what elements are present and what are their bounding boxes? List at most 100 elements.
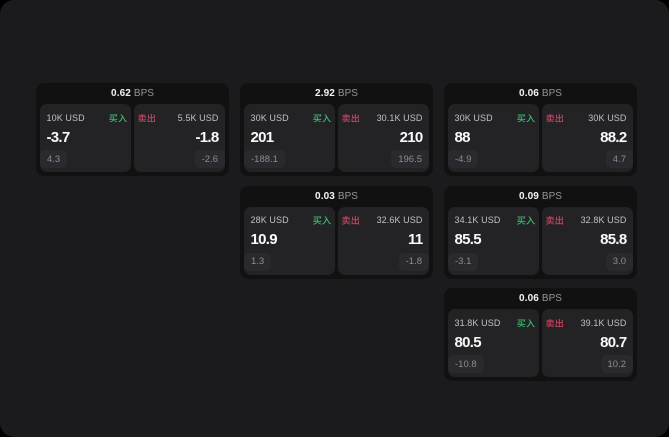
buy-delta-row: -10.8 [447, 355, 532, 374]
sell-quote-tile[interactable]: 卖出 32.6K USD 11 -1.8 [338, 206, 430, 275]
spread-unit: BPS [337, 190, 358, 202]
quote-card[interactable]: 0.62 BPS 10K USD 买入 -3.7 4.3 [36, 82, 230, 176]
sell-price: 80.7 [600, 333, 627, 351]
card-header: 2.92 BPS [240, 83, 433, 104]
buy-quote-tile[interactable]: 31.8K USD 买入 80.5 -10.8 [447, 309, 539, 378]
buy-price: 10.9 [250, 230, 277, 248]
card-header: 0.62 BPS [36, 83, 229, 104]
buy-price: 80.5 [454, 333, 481, 351]
buy-quote-tile[interactable]: 30K USD 买入 201 -188.1 [244, 103, 335, 173]
sell-delta-chip: 10.2 [600, 355, 633, 374]
sell-price: -1.8 [195, 128, 219, 146]
sell-tile-top: 卖出 39.1K USD [545, 316, 627, 329]
sell-delta-chip: -2.6 [194, 149, 226, 168]
buy-delta-row: 4.3 [40, 149, 125, 168]
quote-panels: 30K USD 买入 201 -188.1 卖出 30. [244, 103, 430, 173]
spread-value: 0.62 [111, 87, 131, 99]
card-header: 0.09 BPS [444, 186, 637, 207]
buy-tag-glyph [109, 113, 128, 123]
spread-value: 0.03 [315, 190, 335, 202]
sell-tile-top: 卖出 30.1K USD [341, 111, 423, 124]
sell-tag-icon: 卖出 [137, 113, 155, 123]
quote-card[interactable]: 0.06 BPS 30K USD 买入 88 -4.9 [444, 83, 638, 177]
sell-tag-icon: 卖出 [545, 216, 563, 225]
buy-price: 88 [454, 128, 470, 146]
sell-tag-icon: 卖出 [545, 113, 563, 123]
buy-delta-chip: -3.1 [447, 252, 479, 271]
sell-delta-row: 4.7 [549, 150, 634, 169]
sell-price: 85.8 [600, 231, 627, 249]
sell-delta-chip: 196.5 [391, 150, 430, 169]
sell-delta-row: 3.0 [549, 252, 633, 271]
card-header: 0.06 BPS [444, 83, 637, 104]
sell-tile-top: 卖出 30K USD [545, 111, 627, 124]
sell-quote-tile[interactable]: 卖出 5.5K USD -1.8 -2.6 [134, 103, 226, 172]
buy-tile-top: 30K USD 买入 [455, 111, 536, 124]
buy-delta-chip: 4.3 [40, 149, 68, 168]
sell-tag-glyph [341, 216, 359, 225]
sell-delta-chip: -1.8 [398, 252, 429, 271]
buy-price: 85.5 [454, 231, 481, 249]
buy-amount: 28K USD [250, 214, 289, 225]
card-header: 0.03 BPS [240, 185, 433, 206]
buy-tag-glyph [517, 113, 536, 123]
buy-delta-chip: -10.8 [447, 355, 484, 374]
buy-quote-tile[interactable]: 34.1K USD 买入 85.5 -3.1 [447, 206, 539, 275]
buy-delta-row: 1.3 [243, 252, 328, 271]
buy-tile-top: 34.1K USD 买入 [454, 214, 536, 227]
quote-card[interactable]: 0.06 BPS 31.8K USD 买入 80.5 -10.8 [443, 288, 637, 382]
sell-price: 210 [399, 128, 423, 146]
sell-delta-row: -2.6 [141, 149, 226, 168]
quote-card[interactable]: 0.09 BPS 34.1K USD 买入 85.5 -3.1 [443, 185, 638, 279]
quote-panels: 34.1K USD 买入 85.5 -3.1 卖出 32 [447, 206, 634, 275]
sell-tag-icon: 卖出 [341, 216, 359, 225]
buy-tag-glyph [313, 113, 332, 123]
buy-tag-icon: 买入 [313, 113, 332, 123]
sell-tag-glyph [137, 113, 155, 123]
sell-tag-glyph [341, 113, 359, 123]
buy-tag-glyph [313, 216, 332, 225]
buy-amount: 31.8K USD [454, 317, 501, 328]
buy-tag-icon: 买入 [517, 318, 536, 328]
quote-grid: 0.62 BPS 10K USD 买入 -3.7 4.3 [36, 82, 638, 382]
buy-amount: 34.1K USD [454, 215, 501, 226]
sell-amount: 5.5K USD [177, 112, 219, 123]
sell-tile-top: 卖出 32.6K USD [341, 214, 423, 227]
spread-unit: BPS [541, 190, 562, 202]
sell-amount: 30K USD [588, 112, 627, 123]
sell-price: 11 [408, 231, 423, 249]
buy-amount: 10K USD [46, 112, 85, 123]
buy-delta-row: -3.1 [447, 252, 532, 271]
quote-card[interactable]: 0.03 BPS 28K USD 买入 10.9 1.3 [239, 185, 434, 279]
buy-tile-top: 31.8K USD 买入 [454, 316, 536, 329]
sell-quote-tile[interactable]: 卖出 39.1K USD 80.7 10.2 [542, 309, 633, 378]
spread-unit: BPS [133, 87, 154, 99]
buy-price: 201 [250, 128, 274, 146]
buy-tag-icon: 买入 [313, 216, 332, 225]
sell-delta-row: 196.5 [345, 150, 430, 169]
buy-delta-chip: 1.3 [243, 252, 272, 271]
sell-delta-row: 10.2 [549, 355, 633, 374]
buy-tag-icon: 买入 [109, 113, 128, 123]
sell-quote-tile[interactable]: 卖出 30.1K USD 210 196.5 [338, 104, 430, 173]
buy-quote-tile[interactable]: 28K USD 买入 10.9 1.3 [243, 206, 335, 275]
buy-quote-tile[interactable]: 30K USD 买入 88 -4.9 [448, 104, 539, 173]
buy-tag-icon: 买入 [517, 113, 536, 123]
quote-card[interactable]: 2.92 BPS 30K USD 买入 201 -188.1 [240, 82, 434, 177]
spread-value: 0.06 [519, 293, 539, 305]
buy-quote-tile[interactable]: 10K USD 买入 -3.7 4.3 [40, 103, 131, 172]
sell-amount: 32.8K USD [580, 215, 627, 226]
sell-quote-tile[interactable]: 卖出 32.8K USD 85.8 3.0 [542, 206, 634, 275]
quote-panels: 31.8K USD 买入 80.5 -10.8 卖出 3 [447, 309, 633, 378]
sell-delta-chip: 4.7 [605, 150, 634, 169]
sell-tag-glyph [545, 216, 563, 225]
buy-delta-row: -188.1 [244, 149, 329, 168]
spread-value: 0.09 [519, 190, 539, 202]
spread-unit: BPS [337, 88, 358, 100]
sell-quote-tile[interactable]: 卖出 30K USD 88.2 4.7 [542, 104, 634, 173]
buy-tile-top: 28K USD 买入 [250, 213, 332, 226]
spread-unit: BPS [541, 293, 562, 305]
buy-price: -3.7 [46, 128, 70, 146]
quote-panels: 30K USD 买入 88 -4.9 卖出 30K US [448, 104, 634, 173]
